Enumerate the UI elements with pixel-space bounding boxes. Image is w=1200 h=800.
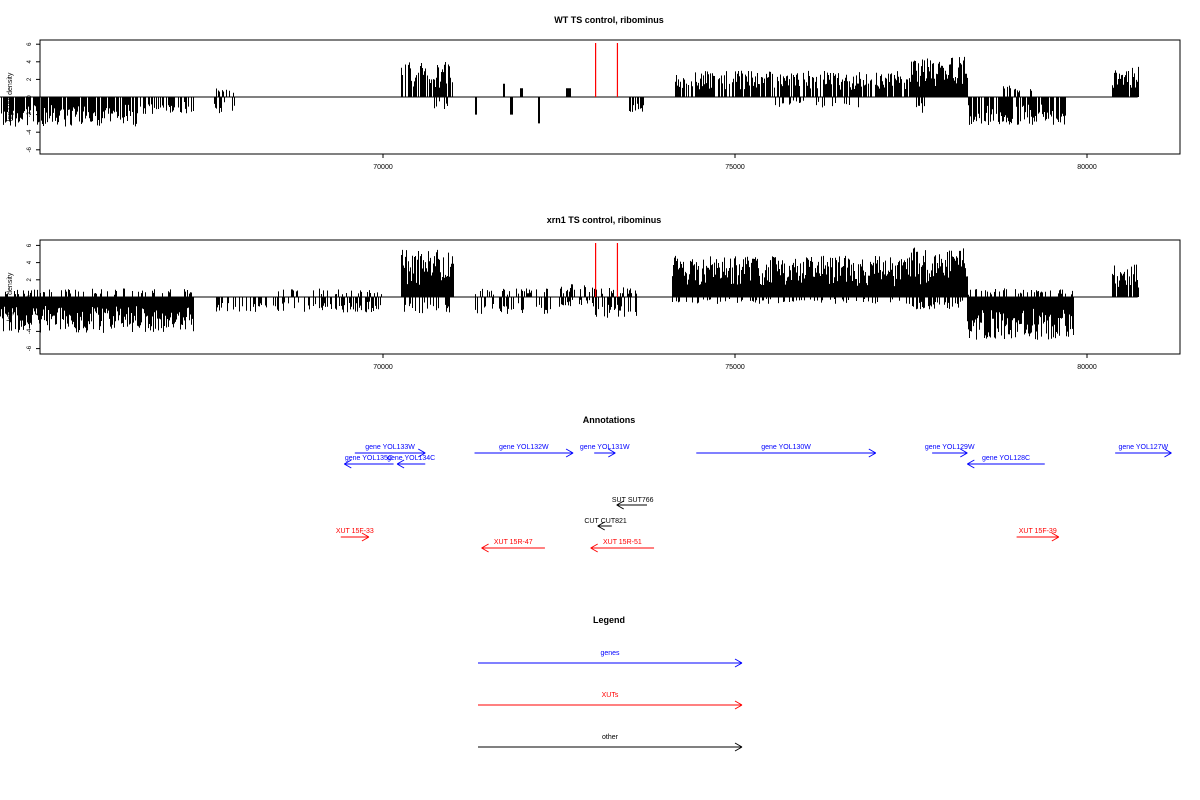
- xut-label: XUT 15F-33: [336, 528, 374, 535]
- xut-arrow: [481, 543, 545, 553]
- other-prefix: SUT: [612, 497, 627, 504]
- gene-arrow: [932, 448, 968, 458]
- other-arrow: [597, 521, 612, 531]
- gene-label: gene YOL134C: [387, 455, 435, 462]
- wt-panel: WT TS control, ribominus log2 log densit…: [0, 15, 1181, 171]
- x-tick-label: 75000: [725, 364, 745, 371]
- legend: Legend genes XUTs other: [478, 615, 743, 752]
- gene-arrow: [474, 448, 574, 458]
- y-tick-label: -2: [27, 111, 33, 117]
- x-tick-label: 70000: [373, 364, 393, 371]
- gene-arrow: [594, 448, 616, 458]
- wt-y-axis: 6 4 2 0 -2 -4 -6: [27, 42, 41, 152]
- gene-label: gene YOL128C: [982, 455, 1030, 462]
- xut-arrow: [1016, 532, 1060, 542]
- x-tick-label: 80000: [1077, 164, 1097, 171]
- wt-bars: [0, 43, 1139, 127]
- y-tick-label: 6: [27, 42, 33, 46]
- y-tick-label: 0: [27, 295, 33, 299]
- wt-panel-title: WT TS control, ribominus: [554, 15, 664, 25]
- xut-label: XUT 15R-51: [603, 539, 642, 546]
- xut-arrow: [340, 532, 370, 542]
- annotations-panel: Annotations gene YOL137Wgene YOL136Cgene…: [336, 415, 1172, 553]
- other-annotations: SUT SUT766 CUT CUT821: [584, 497, 654, 531]
- x-tick-label: 80000: [1077, 364, 1097, 371]
- y-tick-label: 0: [27, 95, 33, 99]
- y-tick-label: 2: [27, 277, 33, 281]
- legend-arrow: [478, 742, 743, 752]
- other-label: SUT766: [628, 497, 654, 504]
- gene-arrow: [354, 448, 426, 458]
- legend-item: other: [478, 734, 743, 752]
- gene-arrow: [967, 459, 1045, 469]
- gene-label: gene YOL135C: [345, 455, 393, 462]
- y-tick-label: -2: [27, 311, 33, 317]
- gene-label: gene YOL129W: [925, 444, 975, 451]
- legend-item: genes: [478, 650, 743, 668]
- gene-annotations: gene YOL137Wgene YOL136Cgene YOL135Cgene…: [344, 444, 1172, 469]
- y-tick-label: -6: [27, 146, 33, 152]
- legend-arrow: [478, 658, 743, 668]
- gene-arrow: [396, 459, 426, 469]
- y-tick-label: 4: [27, 59, 33, 63]
- x-tick-label: 70000: [373, 164, 393, 171]
- y-tick-label: -4: [27, 129, 33, 135]
- legend-label: other: [602, 734, 619, 741]
- gene-label: gene YOL131W: [580, 444, 630, 451]
- xut-arrow: [590, 543, 655, 553]
- other-arrow: [616, 500, 647, 510]
- gene-arrow: [344, 459, 394, 469]
- other-label: CUT821: [601, 518, 627, 525]
- annotations-title: Annotations: [583, 415, 636, 425]
- other-prefix: CUT: [584, 518, 599, 525]
- gene-label: gene YOL127W: [1118, 444, 1168, 451]
- xrn1-y-axis: 6 4 2 0 -2 -4 -6: [27, 243, 41, 351]
- legend-arrow: [478, 700, 743, 710]
- xrn1-x-axis: 70000 75000 80000: [373, 354, 1097, 371]
- xut-label: XUT 15R-47: [494, 539, 533, 546]
- wt-x-axis: 70000 75000 80000: [373, 154, 1097, 171]
- y-tick-label: -4: [27, 328, 33, 334]
- xrn1-panel-title: xrn1 TS control, ribominus: [547, 215, 662, 225]
- gene-label: gene YOL132W: [499, 444, 549, 451]
- y-tick-label: 6: [27, 243, 33, 247]
- legend-label: XUTs: [602, 692, 619, 699]
- y-tick-label: 2: [27, 77, 33, 81]
- xrn1-panel: xrn1 TS control, ribominus log2 log dens…: [0, 215, 1181, 371]
- gene-label: gene YOL133W: [365, 444, 415, 451]
- gene-arrow: [1115, 448, 1172, 458]
- legend-label: genes: [600, 650, 620, 657]
- gene-arrow: [696, 448, 877, 458]
- legend-items: genes XUTs other: [478, 650, 743, 752]
- xrn1-bars: [0, 243, 1139, 340]
- xut-annotations: XUT 15F-33 XUT 15R-47 XUT 15R-51 XUT 15F-39: [336, 528, 1060, 553]
- y-tick-label: 4: [27, 260, 33, 264]
- legend-item: XUTs: [478, 692, 743, 710]
- xut-label: XUT 15F-39: [1019, 528, 1057, 535]
- x-tick-label: 75000: [725, 164, 745, 171]
- gene-label: gene YOL130W: [761, 444, 811, 451]
- legend-title: Legend: [593, 615, 625, 625]
- y-tick-label: -6: [27, 345, 33, 351]
